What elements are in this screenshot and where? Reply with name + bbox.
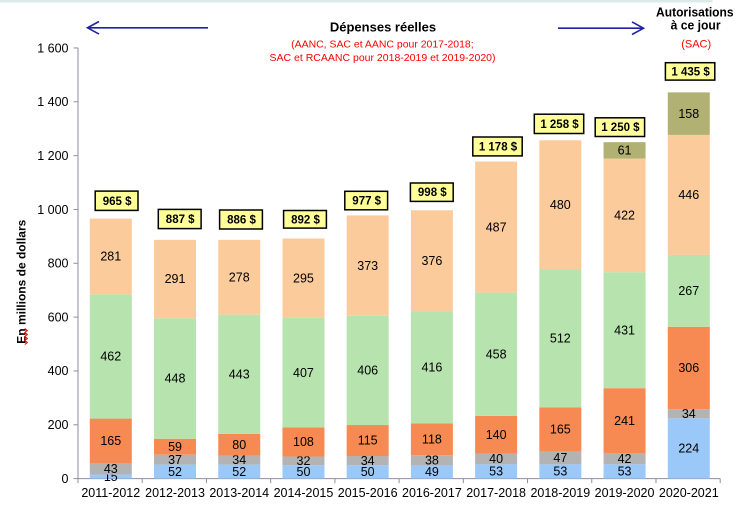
svg-text:53: 53 xyxy=(618,465,632,479)
svg-text:38: 38 xyxy=(425,454,439,468)
svg-text:373: 373 xyxy=(357,259,378,273)
svg-text:(SAC): (SAC) xyxy=(681,38,711,50)
svg-text:2013-2014: 2013-2014 xyxy=(209,486,269,500)
svg-text:2015-2016: 2015-2016 xyxy=(338,486,398,500)
svg-text:446: 446 xyxy=(678,188,699,202)
svg-text:43: 43 xyxy=(104,462,118,476)
svg-text:En millions de dollars: En millions de dollars xyxy=(15,219,29,343)
svg-text:165: 165 xyxy=(100,434,121,448)
svg-text:2018-2019: 2018-2019 xyxy=(530,486,590,500)
svg-text:422: 422 xyxy=(614,209,635,223)
svg-text:416: 416 xyxy=(421,361,442,375)
svg-text:2020-2021: 2020-2021 xyxy=(659,486,719,500)
svg-text:40: 40 xyxy=(489,452,503,466)
svg-text:2012-2013: 2012-2013 xyxy=(145,486,205,500)
svg-text:200: 200 xyxy=(48,418,69,432)
svg-text:267: 267 xyxy=(678,284,699,298)
svg-text:1 178 $: 1 178 $ xyxy=(479,141,518,153)
svg-text:37: 37 xyxy=(168,453,182,467)
svg-text:140: 140 xyxy=(486,428,507,442)
svg-text:887 $: 887 $ xyxy=(166,214,195,226)
svg-text:53: 53 xyxy=(553,465,567,479)
svg-text:59: 59 xyxy=(168,440,182,454)
svg-text:50: 50 xyxy=(297,465,311,479)
svg-text:34: 34 xyxy=(232,453,246,467)
svg-text:158: 158 xyxy=(678,107,699,121)
svg-text:52: 52 xyxy=(168,465,182,479)
svg-text:1 250 $: 1 250 $ xyxy=(601,122,640,134)
svg-text:281: 281 xyxy=(100,250,121,264)
svg-text:886 $: 886 $ xyxy=(227,215,256,227)
svg-text:998 $: 998 $ xyxy=(418,187,447,199)
svg-text:1 000: 1 000 xyxy=(37,203,68,217)
svg-text:2011-2012: 2011-2012 xyxy=(81,486,140,500)
svg-text:1 600: 1 600 xyxy=(37,41,68,55)
svg-text:108: 108 xyxy=(293,435,314,449)
svg-text:487: 487 xyxy=(486,220,507,234)
svg-text:965 $: 965 $ xyxy=(103,196,132,208)
svg-text:443: 443 xyxy=(229,368,250,382)
svg-text:2016-2017: 2016-2017 xyxy=(402,486,462,500)
svg-text:431: 431 xyxy=(614,323,635,337)
svg-text:295: 295 xyxy=(293,271,314,285)
svg-text:306: 306 xyxy=(678,361,699,375)
svg-text:2014-2015: 2014-2015 xyxy=(274,486,334,500)
svg-text:80: 80 xyxy=(232,438,246,452)
svg-text:376: 376 xyxy=(421,254,442,268)
svg-text:42: 42 xyxy=(618,452,632,466)
svg-text:32: 32 xyxy=(297,454,311,468)
svg-text:118: 118 xyxy=(422,433,442,447)
svg-text:53: 53 xyxy=(489,465,503,479)
svg-text:(AANC, SAC et AANC pour 2017-2: (AANC, SAC et AANC pour 2017-2018; xyxy=(291,40,474,51)
svg-text:406: 406 xyxy=(357,364,378,378)
svg-text:977 $: 977 $ xyxy=(352,196,381,208)
svg-text:291: 291 xyxy=(165,272,186,286)
svg-text:1 200: 1 200 xyxy=(37,149,68,163)
svg-text:241: 241 xyxy=(614,414,635,428)
svg-text:34: 34 xyxy=(682,407,696,421)
svg-text:278: 278 xyxy=(229,270,250,284)
svg-text:512: 512 xyxy=(550,332,571,346)
svg-text:400: 400 xyxy=(48,364,69,378)
svg-text:458: 458 xyxy=(486,347,507,361)
svg-text:462: 462 xyxy=(100,350,121,364)
svg-text:407: 407 xyxy=(293,366,314,380)
svg-text:480: 480 xyxy=(550,198,571,212)
svg-text:115: 115 xyxy=(358,434,378,448)
svg-text:2019-2020: 2019-2020 xyxy=(595,486,655,500)
svg-text:0: 0 xyxy=(62,472,69,486)
svg-text:50: 50 xyxy=(361,465,375,479)
svg-text:à ce jour: à ce jour xyxy=(671,18,721,33)
svg-text:61: 61 xyxy=(618,144,632,158)
svg-text:1 258 $: 1 258 $ xyxy=(540,119,579,131)
svg-text:2017-2018: 2017-2018 xyxy=(466,486,526,500)
svg-text:Autorisations: Autorisations xyxy=(656,5,734,20)
svg-text:SAC et RCAANC pour 2018-2019 e: SAC et RCAANC pour 2018-2019 et 2019-202… xyxy=(270,53,496,64)
svg-text:165: 165 xyxy=(550,423,571,437)
svg-text:892 $: 892 $ xyxy=(291,214,320,226)
svg-text:49: 49 xyxy=(425,465,439,479)
svg-text:1 400: 1 400 xyxy=(37,95,68,109)
svg-text:47: 47 xyxy=(553,451,567,465)
svg-text:52: 52 xyxy=(232,465,246,479)
svg-text:224: 224 xyxy=(678,442,699,456)
svg-text:800: 800 xyxy=(48,257,69,271)
svg-text:34: 34 xyxy=(361,454,375,468)
svg-text:600: 600 xyxy=(48,310,69,324)
svg-text:1 435 $: 1 435 $ xyxy=(671,66,710,78)
svg-text:Dépenses réelles: Dépenses réelles xyxy=(330,20,436,35)
svg-text:448: 448 xyxy=(165,372,186,386)
